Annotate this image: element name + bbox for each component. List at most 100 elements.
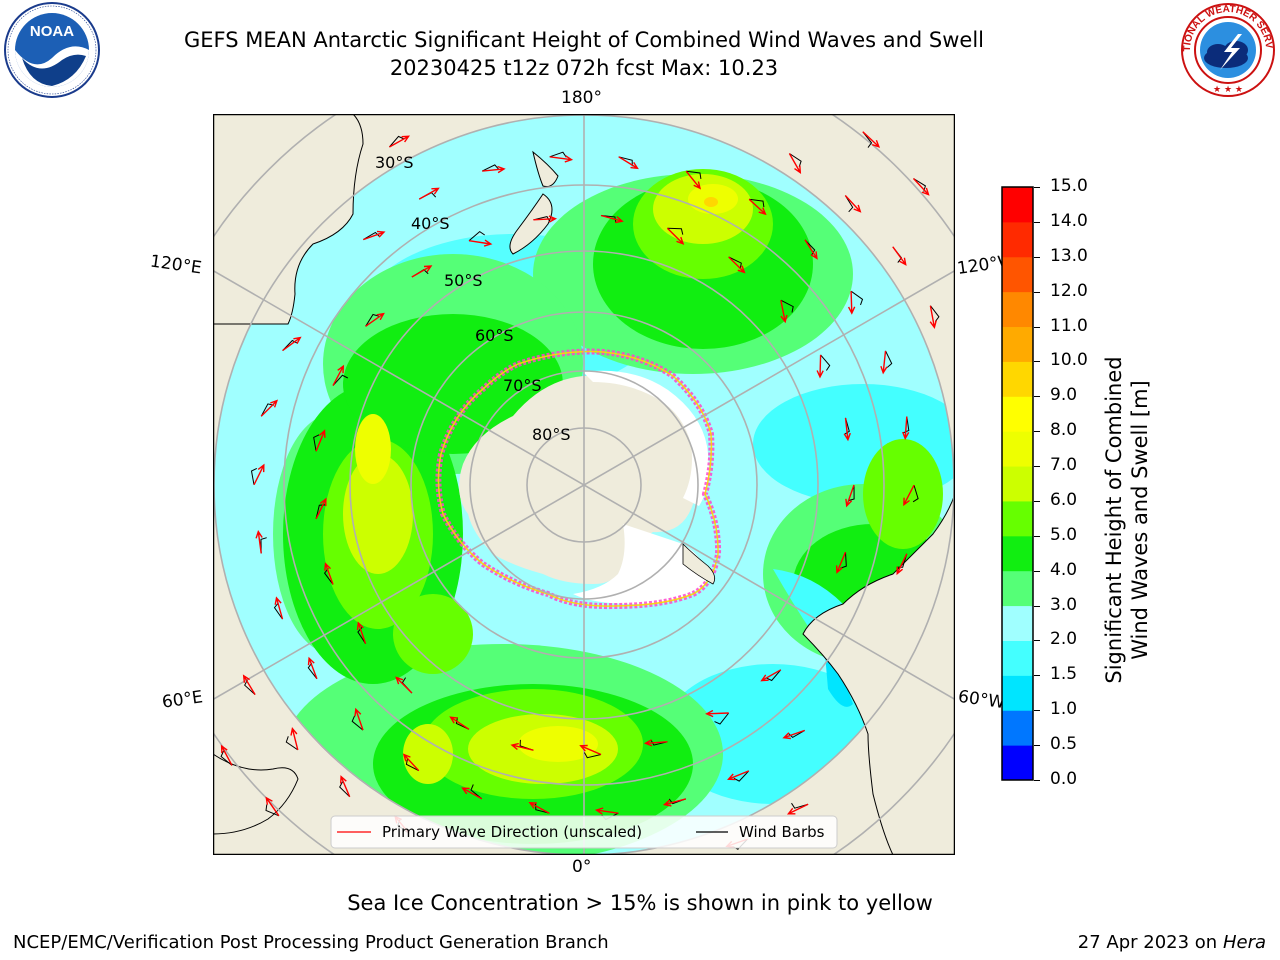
colorbar-band	[1002, 605, 1033, 641]
wave-direction-arrow	[307, 656, 318, 680]
wind-barb	[843, 417, 850, 435]
wave-direction-arrow	[363, 230, 386, 241]
wind-barb	[844, 195, 854, 213]
colorbar-tick-label: 3.0	[1050, 594, 1078, 615]
footer-machine: Hera	[1222, 932, 1266, 953]
noaa-logo-text: NOAA	[30, 23, 74, 40]
wind-barb	[862, 131, 873, 148]
wind-barb	[481, 164, 500, 172]
colorbar-tick-mark	[1034, 780, 1040, 781]
wave-direction-arrow	[618, 156, 639, 170]
colorbar	[1001, 186, 1034, 781]
wind-barb	[789, 153, 802, 168]
colorbar-tick-mark	[1034, 675, 1040, 677]
wind-barb	[780, 299, 794, 313]
wind-barb	[470, 784, 483, 800]
wind-barb	[351, 715, 364, 731]
wave-direction-arrow	[862, 131, 881, 148]
wave-direction-arrow	[835, 551, 847, 574]
wind-barb	[313, 434, 320, 452]
colorbar-tick-mark	[1034, 326, 1040, 328]
wind-barb	[282, 339, 298, 351]
wave-direction-arrow	[265, 796, 280, 817]
colorbar-band	[1002, 745, 1033, 781]
colorbar-label-line2: Wind Waves and Swell [m]	[1128, 380, 1152, 660]
colorbar-band	[1002, 396, 1033, 432]
wave-direction-arrow	[282, 336, 302, 352]
lon-label-180: 180°	[561, 88, 602, 108]
wind-barb	[220, 750, 233, 766]
wave-direction-arrow	[594, 807, 619, 815]
wind-barb	[365, 313, 379, 327]
wave-direction-arrow	[365, 312, 385, 327]
wind-barb	[820, 354, 831, 371]
colorbar-tick-label: 10.0	[1050, 350, 1088, 371]
wave-direction-arrow	[255, 530, 263, 554]
wave-direction-arrow	[847, 291, 856, 315]
wind-barb	[265, 804, 280, 817]
colorbar-tick-mark	[1034, 221, 1040, 223]
ross-ice-shelf	[583, 370, 709, 506]
colorbar-tick-label: 14.0	[1050, 210, 1088, 231]
wave-direction-arrow	[395, 676, 413, 694]
colorbar-band	[1002, 256, 1033, 293]
colorbar-tick-mark	[1034, 431, 1040, 433]
colorbar-tick-label: 0.0	[1050, 769, 1078, 789]
wind-barb	[848, 484, 855, 502]
map-frame	[213, 114, 955, 855]
weddell-ice-shelf	[573, 524, 707, 604]
colorbar-tick-label: 9.0	[1050, 385, 1078, 406]
wind-barb	[468, 230, 485, 242]
wave-direction-arrow	[528, 802, 550, 814]
wave-direction-arrow	[354, 707, 364, 731]
wave-direction-arrow	[760, 669, 782, 682]
wave-direction-arrow	[220, 744, 233, 766]
colorbar-tick-label: 1.0	[1050, 699, 1078, 720]
wave-direction-arrow	[533, 215, 558, 223]
wave-direction-arrow	[727, 770, 750, 781]
wave-direction-arrow	[579, 744, 602, 756]
wave-direction-arrow	[389, 135, 411, 148]
lat-label-40s: 40°S	[411, 214, 450, 233]
lon-label-0: 0°	[572, 857, 592, 877]
wave-direction-arrow	[290, 727, 299, 751]
wind-barb	[285, 736, 299, 751]
colorbar-tick-mark	[1034, 291, 1040, 293]
wave-direction-arrow	[315, 429, 326, 452]
south-america-land	[802, 493, 955, 855]
colorbar-tick-mark	[1034, 570, 1040, 572]
wave-direction-arrow	[315, 497, 327, 520]
colorbar-tick-label: 11.0	[1050, 315, 1088, 336]
colorbar-tick-mark	[1034, 640, 1040, 642]
colorbar-band	[1002, 570, 1033, 607]
wave-direction-arrow	[449, 716, 470, 730]
colorbar-label-line1: Significant Height of Combined	[1102, 356, 1126, 684]
wave-direction-arrow	[402, 753, 420, 772]
wind-barb	[549, 151, 567, 158]
lat-label-50s: 50°S	[444, 271, 483, 290]
wind-barb	[339, 781, 351, 798]
wave-direction-arrow	[748, 198, 767, 216]
wind-barb	[686, 170, 702, 179]
colorbar-band	[1002, 361, 1033, 397]
wave-direction-arrow	[816, 354, 824, 379]
wind-barb	[273, 602, 283, 620]
wind-barb	[885, 350, 893, 368]
colorbar-tick-mark	[1034, 605, 1040, 607]
wave-direction-arrow	[418, 187, 440, 200]
wave-direction-arrow	[461, 787, 483, 800]
wave-direction-arrow	[902, 416, 910, 441]
wind-barb	[850, 290, 864, 306]
colorbar-tick-label: 1.5	[1050, 664, 1078, 685]
wave-direction-arrow	[685, 170, 702, 190]
wind-barb	[912, 485, 919, 503]
colorbar-band	[1002, 187, 1033, 223]
colorbar-tick-mark	[1034, 500, 1040, 502]
wind-barb	[307, 662, 318, 680]
colorbar-band	[1002, 431, 1033, 467]
lon-label-120e: 120°E	[148, 251, 203, 279]
colorbar-tick-label: 8.0	[1050, 420, 1078, 441]
colorbar-tick-mark	[1034, 361, 1040, 363]
colorbar-band	[1002, 221, 1033, 258]
wind-barb	[405, 758, 420, 772]
